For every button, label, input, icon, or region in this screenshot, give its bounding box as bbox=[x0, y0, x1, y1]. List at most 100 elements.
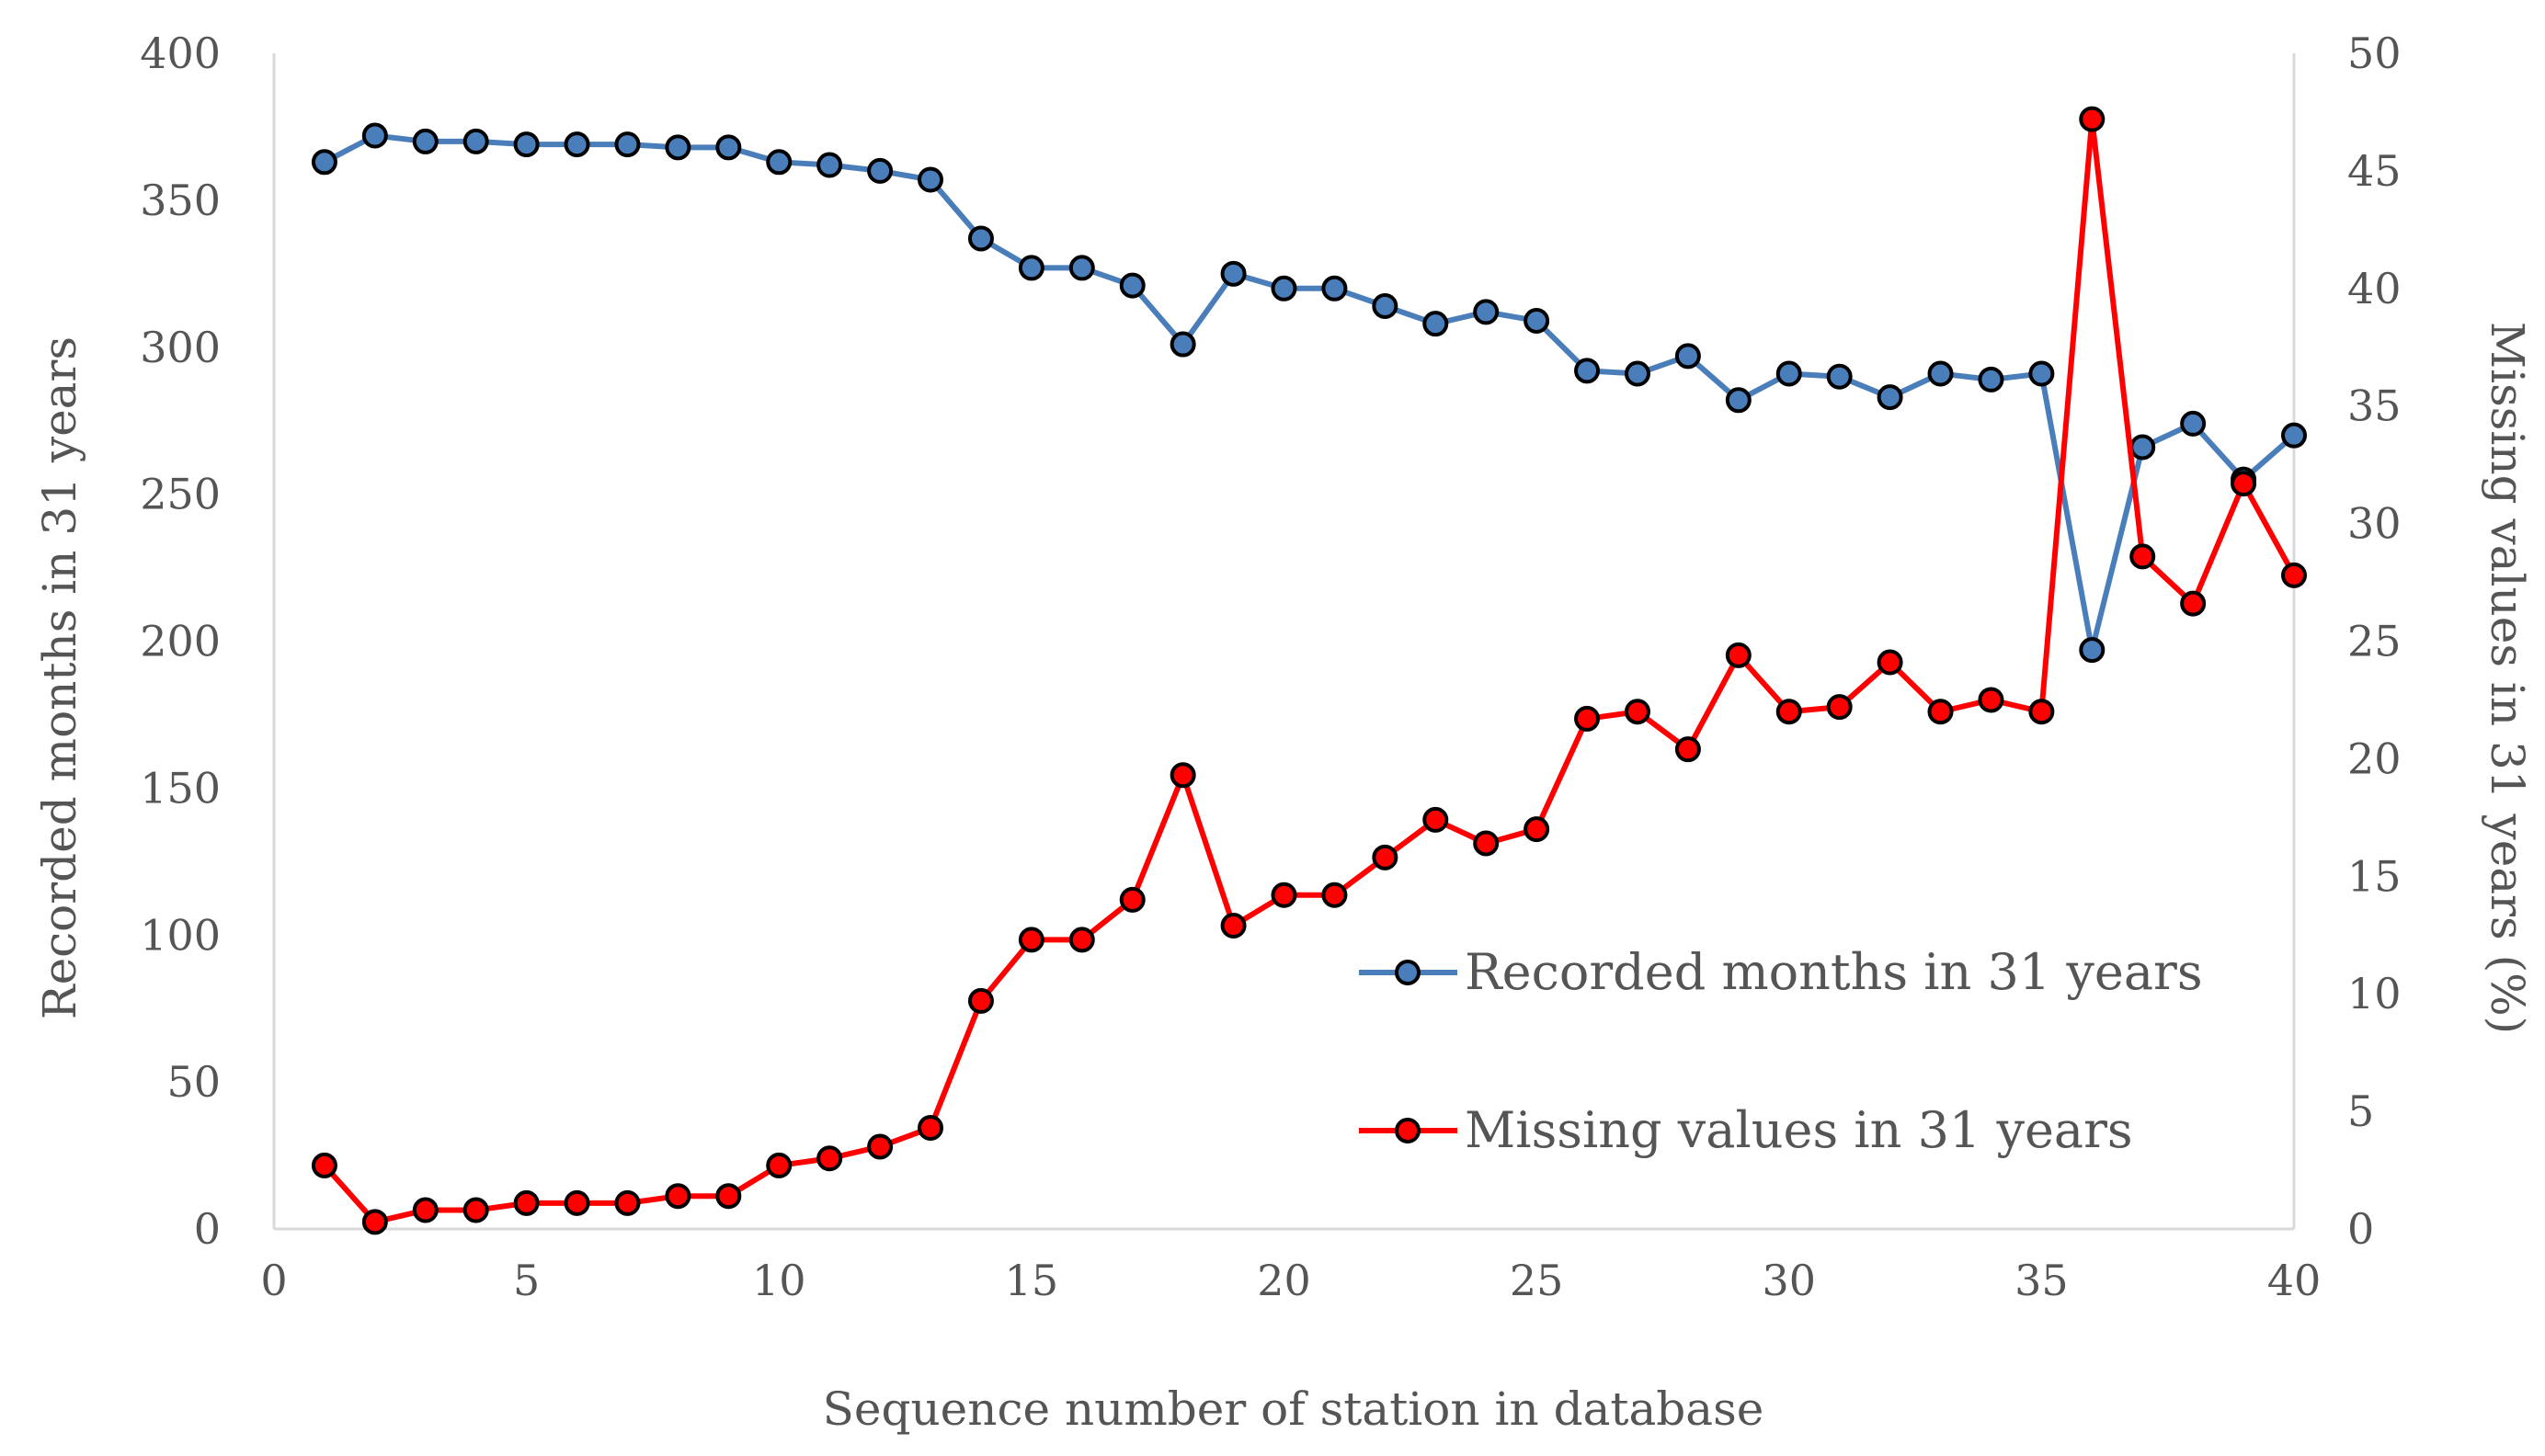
data-point bbox=[2129, 434, 2156, 461]
data-point bbox=[1877, 384, 1903, 411]
y-right-tick-label: 40 bbox=[2347, 264, 2402, 313]
data-point bbox=[311, 1152, 337, 1178]
x-tick-label: 5 bbox=[513, 1256, 540, 1305]
data-point bbox=[1978, 687, 2004, 713]
y-right-tick-label: 25 bbox=[2347, 617, 2402, 666]
data-point bbox=[1826, 694, 1853, 721]
data-point bbox=[1372, 292, 1398, 319]
data-point bbox=[1220, 913, 1247, 939]
data-point bbox=[1018, 927, 1044, 953]
data-point bbox=[1018, 255, 1044, 281]
data-point bbox=[1524, 307, 1550, 334]
data-point bbox=[361, 1209, 388, 1235]
data-point bbox=[564, 1189, 590, 1216]
data-point bbox=[1119, 272, 1146, 299]
series-2 bbox=[311, 106, 2307, 1235]
data-point bbox=[462, 128, 489, 154]
x-axis-title: Sequence number of station in database bbox=[823, 1382, 1764, 1436]
data-point bbox=[967, 225, 994, 252]
data-point bbox=[1978, 366, 2004, 392]
data-point bbox=[1422, 311, 1449, 337]
data-point bbox=[1372, 844, 1398, 870]
y-right-tick-label: 5 bbox=[2347, 1086, 2374, 1136]
data-point bbox=[2129, 543, 2156, 570]
data-point bbox=[1574, 705, 1601, 732]
x-tick-label: 20 bbox=[1257, 1256, 1311, 1305]
data-point bbox=[918, 166, 944, 193]
data-point bbox=[1524, 816, 1550, 843]
data-point bbox=[2079, 106, 2106, 132]
data-point bbox=[1321, 275, 1348, 301]
data-point bbox=[412, 1197, 439, 1223]
data-point bbox=[1574, 358, 1601, 384]
y-right-tick-label: 45 bbox=[2347, 146, 2402, 196]
data-point bbox=[1068, 255, 1095, 281]
data-point bbox=[1119, 886, 1146, 913]
data-point bbox=[665, 1183, 691, 1210]
y-right-tick-label: 30 bbox=[2347, 499, 2402, 549]
data-point bbox=[564, 131, 590, 158]
y-left-tick-label: 0 bbox=[194, 1204, 221, 1254]
y-left-tick-label: 50 bbox=[166, 1057, 221, 1107]
data-point bbox=[918, 1115, 944, 1142]
x-tick-label: 15 bbox=[1005, 1256, 1059, 1305]
data-point bbox=[1271, 882, 1297, 908]
data-point bbox=[2079, 637, 2106, 664]
data-point bbox=[1422, 806, 1449, 833]
data-point bbox=[1927, 699, 1954, 725]
data-point bbox=[715, 134, 742, 161]
data-point bbox=[462, 1197, 489, 1223]
data-point bbox=[1775, 360, 1802, 387]
data-point bbox=[513, 1189, 540, 1216]
data-point bbox=[1170, 762, 1196, 789]
legend-marker bbox=[1395, 960, 1421, 985]
data-point bbox=[665, 134, 691, 161]
data-point bbox=[2028, 360, 2055, 387]
data-point bbox=[513, 131, 540, 158]
data-point bbox=[1674, 736, 1701, 763]
axes: 0 5 10 15 20 25 30 35 40050100150200250300350400… bbox=[140, 28, 2401, 1305]
y-left-tick-label: 150 bbox=[140, 763, 221, 813]
series-layer bbox=[311, 106, 2307, 1235]
data-point bbox=[1473, 299, 1500, 325]
y-right-tick-label: 35 bbox=[2347, 381, 2402, 431]
x-tick-label: 30 bbox=[1762, 1256, 1816, 1305]
x-tick-label: 10 bbox=[752, 1256, 806, 1305]
data-point bbox=[1624, 699, 1650, 725]
y-right-tick-label: 0 bbox=[2347, 1204, 2374, 1254]
y-left-axis-title: Recorded months in 31 years bbox=[33, 336, 86, 1019]
data-point bbox=[2231, 471, 2257, 497]
data-point bbox=[1170, 331, 1196, 358]
data-point bbox=[614, 131, 641, 158]
data-point bbox=[816, 152, 843, 178]
data-point bbox=[1473, 830, 1500, 857]
data-point bbox=[766, 149, 793, 176]
data-point bbox=[816, 1145, 843, 1172]
data-point bbox=[1674, 343, 1701, 370]
data-point bbox=[967, 987, 994, 1014]
y-left-tick-label: 100 bbox=[140, 910, 221, 960]
x-tick-label: 25 bbox=[1510, 1256, 1564, 1305]
data-point bbox=[614, 1189, 641, 1216]
data-point bbox=[1271, 275, 1297, 301]
data-point bbox=[412, 128, 439, 154]
x-tick-label: 40 bbox=[2267, 1256, 2322, 1305]
data-point bbox=[1775, 699, 1802, 725]
data-point bbox=[1927, 360, 1954, 387]
y-right-tick-label: 20 bbox=[2347, 734, 2402, 783]
data-point bbox=[766, 1152, 793, 1178]
data-point bbox=[2180, 410, 2207, 437]
y-right-tick-label: 10 bbox=[2347, 969, 2402, 1018]
y-left-tick-label: 250 bbox=[140, 470, 221, 519]
y-left-tick-label: 350 bbox=[140, 176, 221, 225]
legend-label: Recorded months in 31 years bbox=[1465, 943, 2203, 1001]
y-left-tick-label: 300 bbox=[140, 323, 221, 372]
data-point bbox=[1321, 882, 1348, 908]
series-line bbox=[323, 132, 2296, 654]
data-point bbox=[867, 157, 894, 184]
data-point bbox=[1725, 387, 1752, 414]
data-point bbox=[1877, 649, 1903, 676]
y-right-axis-title: Missing values in 31 years (%) bbox=[2481, 322, 2534, 1034]
series-line bbox=[322, 116, 2297, 1225]
data-point bbox=[361, 122, 388, 149]
